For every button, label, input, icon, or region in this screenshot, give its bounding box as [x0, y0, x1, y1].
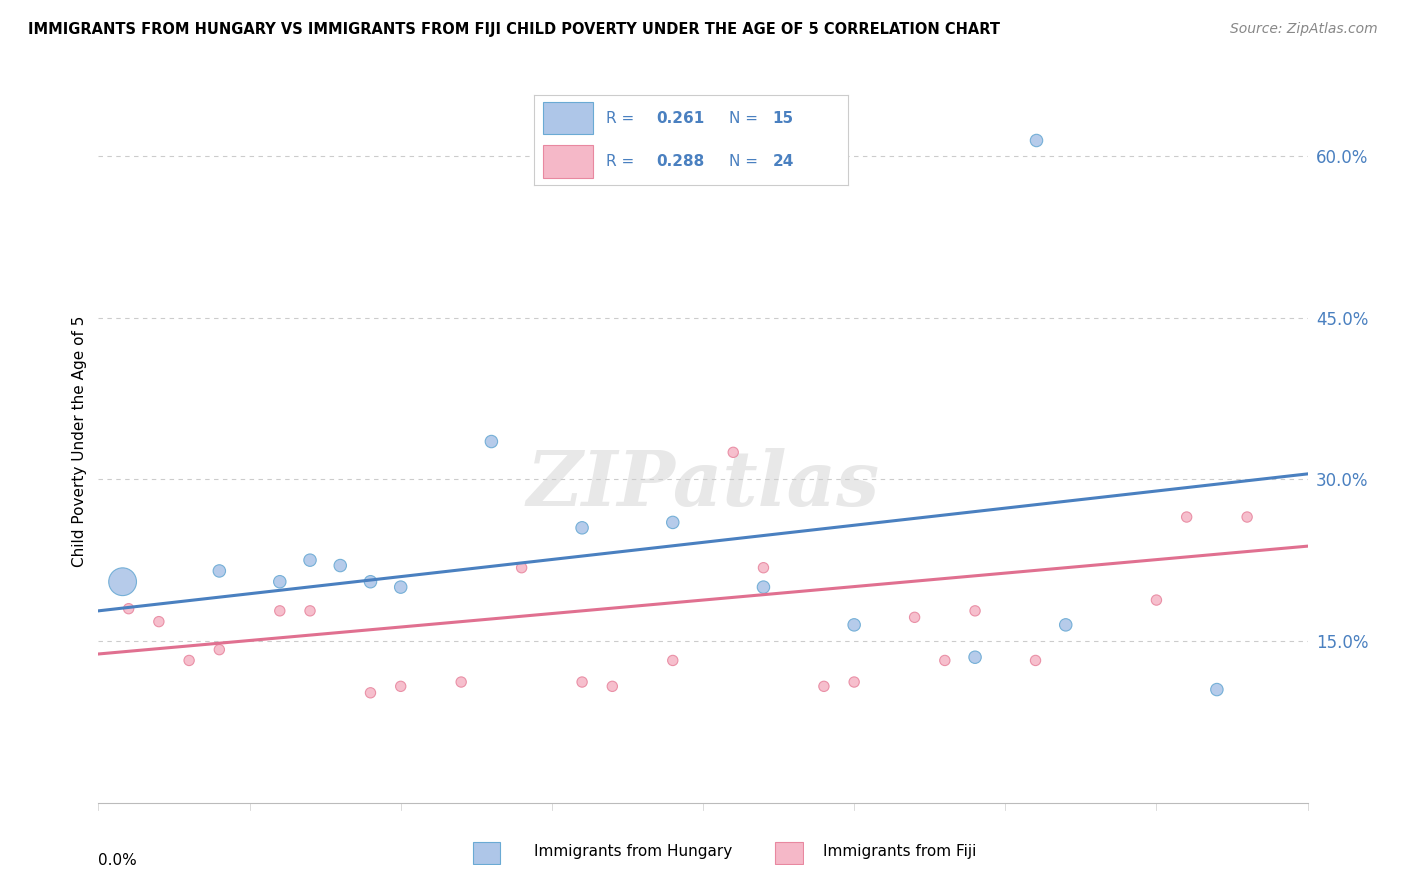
- Point: [360, 686, 382, 700]
- Point: [450, 675, 472, 690]
- FancyBboxPatch shape: [775, 841, 803, 864]
- Point: [752, 560, 775, 574]
- Point: [111, 574, 134, 589]
- Point: [602, 679, 624, 693]
- FancyBboxPatch shape: [472, 841, 501, 864]
- Point: [1025, 132, 1047, 146]
- Point: [208, 564, 231, 578]
- Text: Immigrants from Fiji: Immigrants from Fiji: [823, 845, 976, 859]
- Point: [148, 615, 170, 629]
- Point: [1236, 510, 1258, 524]
- Point: [118, 601, 141, 615]
- Text: IMMIGRANTS FROM HUNGARY VS IMMIGRANTS FROM FIJI CHILD POVERTY UNDER THE AGE OF 5: IMMIGRANTS FROM HUNGARY VS IMMIGRANTS FR…: [28, 22, 1000, 37]
- Point: [299, 604, 322, 618]
- Point: [934, 653, 956, 667]
- Point: [510, 560, 533, 574]
- Point: [360, 574, 382, 589]
- Text: ZIPatlas: ZIPatlas: [526, 448, 880, 522]
- Point: [269, 604, 291, 618]
- Text: 0.0%: 0.0%: [98, 854, 138, 869]
- Point: [571, 521, 593, 535]
- Point: [661, 516, 683, 530]
- Y-axis label: Child Poverty Under the Age of 5: Child Poverty Under the Age of 5: [72, 316, 87, 567]
- Point: [481, 434, 503, 449]
- Point: [965, 650, 987, 665]
- Point: [723, 445, 745, 459]
- Point: [269, 574, 291, 589]
- Point: [1054, 618, 1077, 632]
- Point: [299, 553, 322, 567]
- Point: [1175, 510, 1198, 524]
- Point: [179, 653, 201, 667]
- Point: [844, 618, 866, 632]
- Text: Source: ZipAtlas.com: Source: ZipAtlas.com: [1230, 22, 1378, 37]
- Point: [661, 653, 683, 667]
- Point: [813, 679, 835, 693]
- Point: [329, 558, 352, 573]
- Point: [1146, 593, 1168, 607]
- Point: [1206, 682, 1229, 697]
- Point: [389, 679, 412, 693]
- Point: [389, 580, 412, 594]
- Point: [965, 604, 987, 618]
- Text: Immigrants from Hungary: Immigrants from Hungary: [534, 845, 733, 859]
- Point: [571, 675, 593, 690]
- Point: [1025, 653, 1047, 667]
- Point: [904, 610, 927, 624]
- Point: [752, 580, 775, 594]
- Point: [844, 675, 866, 690]
- Point: [208, 642, 231, 657]
